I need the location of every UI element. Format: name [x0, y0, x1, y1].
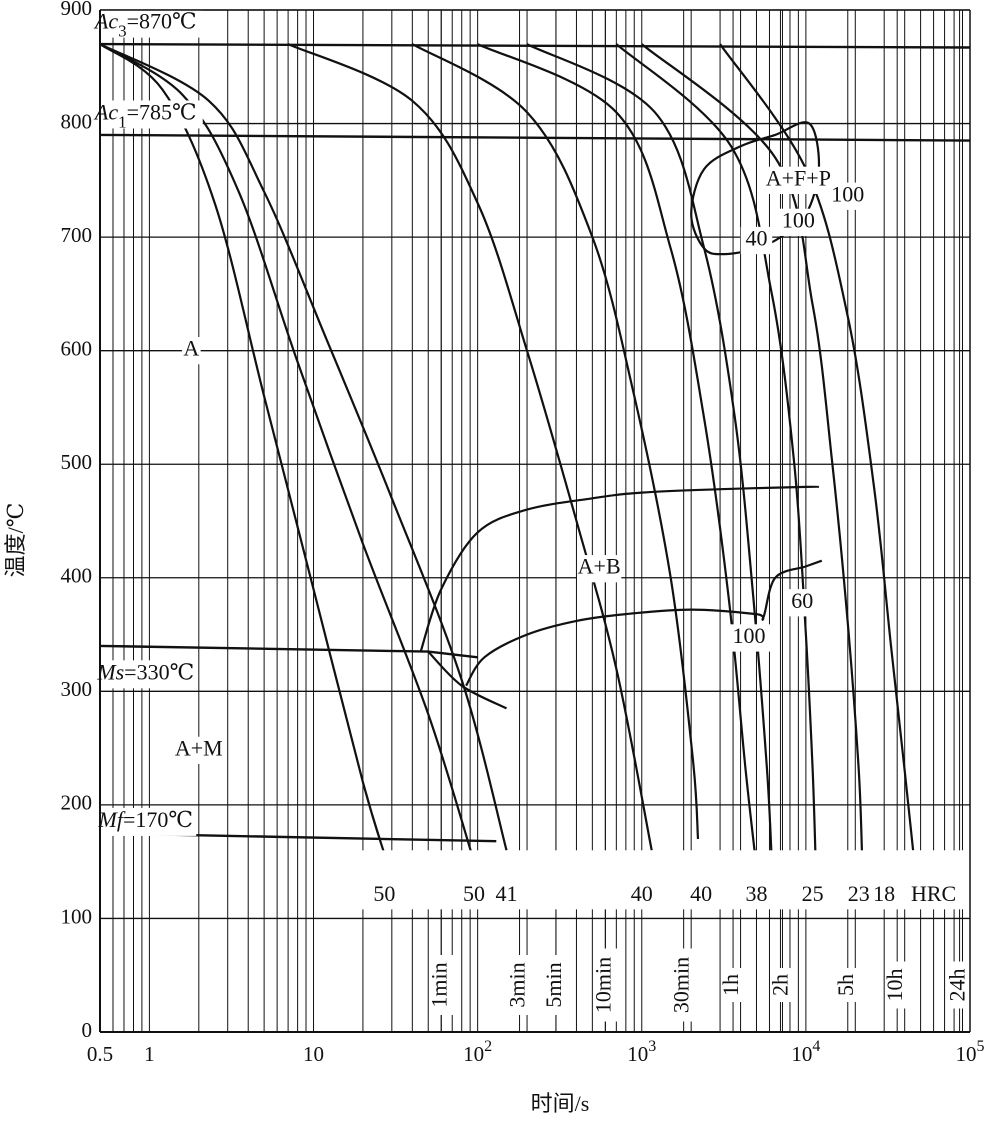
y-axis-label: 温度/℃: [3, 503, 28, 578]
label-mask: [786, 589, 818, 617]
ref-label-mask: [95, 807, 197, 836]
hardness-label: 50: [373, 881, 395, 906]
cooling-curve: [99, 43, 508, 851]
region-annotation: A+F+P: [766, 165, 831, 190]
label-mask: [825, 182, 870, 210]
region-annotation: A+B: [578, 554, 621, 579]
x-tick-label: 105: [956, 1038, 985, 1066]
hardness-label: 50: [463, 881, 485, 906]
time-mark-label: 5h: [833, 974, 858, 996]
y-tick-label: 600: [61, 336, 93, 360]
cooling-curve: [526, 43, 773, 862]
label-mask: [776, 208, 821, 236]
time-label-mask: [885, 961, 910, 1009]
time-mark-label: 30min: [669, 957, 694, 1013]
y-tick-label: 400: [61, 564, 93, 588]
cooling-curve: [615, 43, 817, 868]
y-tick-label: 800: [61, 109, 93, 133]
region-annotation: 100: [732, 623, 765, 648]
time-label-mask: [947, 961, 972, 1009]
cooling-curve: [99, 43, 388, 863]
x-tick-label: 102: [463, 1038, 492, 1066]
x-tick-label: 0.5: [87, 1042, 113, 1066]
time-label-mask: [770, 968, 795, 1002]
time-label-mask: [429, 955, 454, 1015]
reference-line: [99, 42, 971, 49]
x-tick-label: 103: [627, 1038, 656, 1066]
time-label-mask: [835, 968, 860, 1002]
reference-line: [99, 133, 971, 142]
y-tick-label: 100: [61, 904, 93, 928]
time-mark-label: 3min: [505, 962, 530, 1007]
region-annotation: 40: [745, 226, 767, 251]
label-mask: [181, 337, 201, 365]
time-mark-label: 5min: [541, 962, 566, 1007]
hardness-label: 40: [690, 881, 712, 906]
hardness-label: 25: [802, 881, 824, 906]
label-mask: [726, 624, 772, 652]
label-mask: [740, 226, 773, 255]
hardness-label: 18: [873, 881, 895, 906]
x-tick-label: 104: [791, 1038, 820, 1066]
region-boundary: [690, 121, 821, 256]
region-annotation: A+M: [175, 735, 223, 760]
time-label-mask: [593, 948, 618, 1022]
time-mark-label: 10h: [882, 969, 907, 1002]
time-label-mask: [543, 955, 568, 1015]
ref-label-mask: [88, 9, 203, 38]
time-label-mask: [507, 955, 532, 1015]
time-mark-label: 1min: [426, 962, 451, 1007]
label-mask: [763, 166, 834, 194]
hardness-label: 38: [745, 881, 767, 906]
x-axis-label: 时间/s: [531, 1091, 590, 1116]
hardness-label: 23: [848, 881, 870, 906]
cooling-curve: [287, 43, 653, 851]
y-tick-label: 700: [61, 223, 93, 247]
x-tick-label: 10: [303, 1042, 324, 1066]
region-annotation: 100: [782, 207, 815, 232]
time-mark-label: 1h: [718, 974, 743, 996]
label-band: [326, 850, 969, 910]
time-mark-label: 24h: [945, 969, 970, 1002]
x-tick-label: 1: [144, 1042, 155, 1066]
region-boundary: [465, 559, 823, 687]
cooling-curve: [477, 43, 758, 868]
y-tick-label: 0: [82, 1018, 93, 1042]
region-boundary: [419, 485, 819, 652]
time-mark-label: 10min: [590, 957, 615, 1013]
region-annotation: 60: [791, 588, 813, 613]
ref-label-mask: [95, 660, 197, 689]
cooling-curve: [641, 43, 864, 857]
ref-label-mask: [88, 100, 203, 129]
label-mask: [577, 555, 622, 583]
cooling-curve: [99, 43, 476, 863]
y-tick-label: 900: [61, 0, 93, 20]
hardness-label: 40: [631, 881, 653, 906]
hardness-label: HRC: [911, 881, 956, 906]
reference-label: Ac3=870℃: [93, 9, 197, 41]
time-label-mask: [721, 968, 746, 1002]
reference-label: Ac1=785℃: [93, 100, 197, 132]
y-tick-label: 300: [61, 677, 93, 701]
region-boundary: [427, 650, 508, 710]
cooling-curve: [411, 43, 700, 840]
label-mask: [176, 736, 221, 765]
time-mark-label: 2h: [768, 974, 793, 996]
y-tick-label: 200: [61, 791, 93, 815]
reference-label: Ms=330℃: [96, 659, 194, 684]
time-label-mask: [671, 948, 696, 1022]
y-tick-label: 500: [61, 450, 93, 474]
region-annotation: A: [183, 336, 199, 361]
region-annotation: 100: [831, 181, 864, 206]
hardness-label: 41: [496, 881, 518, 906]
reference-label: Mf=170℃: [98, 807, 193, 832]
